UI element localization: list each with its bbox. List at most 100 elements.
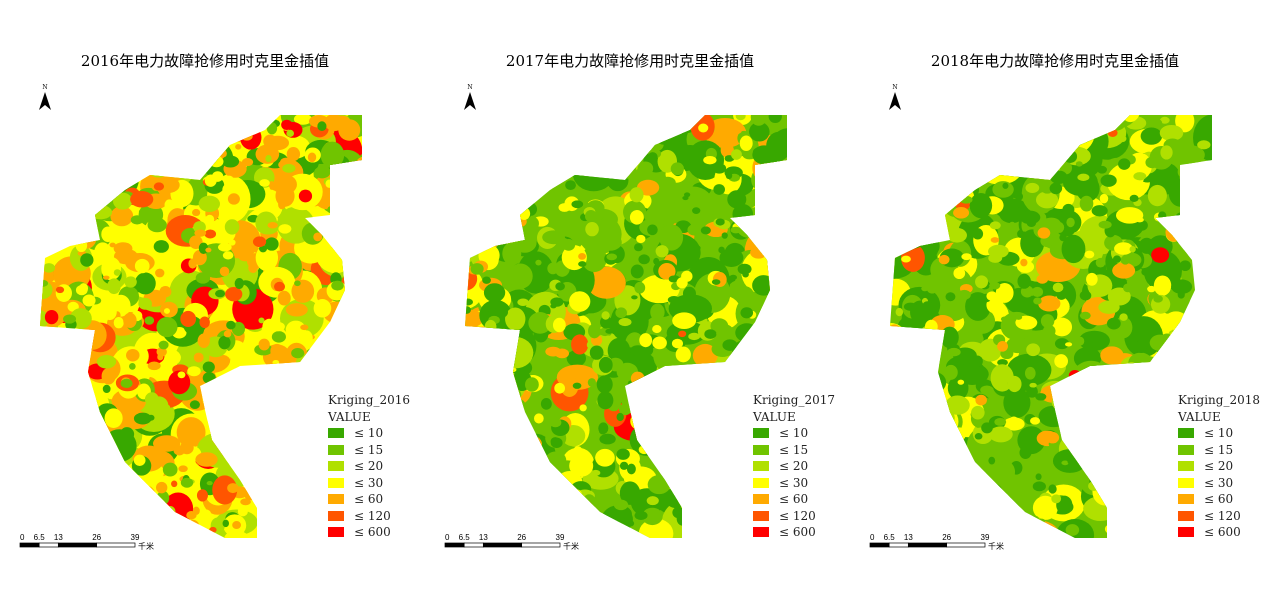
- interpolated-zone: [591, 469, 601, 476]
- interpolated-zone: [1191, 217, 1212, 242]
- interpolated-zone: [1168, 335, 1179, 344]
- interpolated-zone: [1153, 486, 1177, 514]
- interpolated-zone: [1119, 512, 1138, 534]
- interpolated-zone: [661, 397, 668, 403]
- interpolated-zone: [69, 431, 105, 471]
- interpolated-zone: [225, 286, 243, 302]
- interpolated-zone: [66, 209, 102, 235]
- interpolated-zone: [205, 395, 220, 407]
- interpolated-zone: [48, 496, 86, 526]
- interpolated-zone: [780, 335, 787, 348]
- interpolated-zone: [55, 286, 65, 294]
- interpolated-zone: [40, 206, 42, 219]
- interpolated-zone: [1091, 339, 1103, 350]
- interpolated-zone: [642, 134, 658, 150]
- interpolated-zone: [40, 342, 69, 361]
- interpolated-zone: [195, 272, 211, 284]
- interpolated-zone: [1011, 487, 1022, 498]
- interpolated-zone: [1120, 115, 1140, 123]
- interpolated-zone: [736, 481, 753, 502]
- interpolated-zone: [1042, 324, 1056, 338]
- interpolated-zone: [107, 278, 121, 295]
- interpolated-zone: [465, 309, 484, 328]
- interpolated-zone: [750, 246, 767, 259]
- interpolated-zone: [667, 296, 681, 304]
- interpolated-zone: [1192, 379, 1199, 386]
- interpolated-zone: [972, 484, 981, 495]
- interpolated-zone: [1136, 381, 1151, 392]
- interpolated-zone: [509, 433, 543, 455]
- interpolated-zone: [498, 337, 534, 369]
- interpolated-zone: [1079, 290, 1092, 301]
- interpolated-zone: [676, 472, 702, 503]
- interpolated-zone: [658, 263, 676, 280]
- interpolated-zone: [57, 176, 66, 186]
- scale-segment: [521, 542, 561, 548]
- interpolated-zone: [937, 516, 951, 527]
- interpolated-zone: [1029, 382, 1037, 388]
- interpolated-zone: [975, 394, 987, 406]
- interpolated-zone: [306, 387, 328, 404]
- interpolated-zone: [229, 453, 247, 470]
- legend-swatch: [328, 527, 344, 538]
- interpolated-zone: [1099, 193, 1109, 204]
- interpolated-zone: [275, 522, 285, 532]
- interpolated-zone: [1038, 295, 1061, 312]
- interpolated-zone: [202, 385, 227, 411]
- scale-tick-label: 0: [870, 533, 875, 542]
- interpolated-zone: [1000, 316, 1010, 322]
- interpolated-zone: [95, 491, 132, 534]
- interpolated-zone: [147, 361, 161, 371]
- legend-label: ≤ 600: [354, 525, 391, 539]
- interpolated-zone: [579, 131, 618, 172]
- interpolated-zone: [465, 467, 479, 482]
- interpolated-zone: [737, 263, 752, 275]
- interpolated-zone: [51, 407, 93, 446]
- interpolated-zone: [554, 382, 565, 394]
- interpolated-zone: [60, 215, 74, 226]
- interpolated-zone: [155, 268, 165, 278]
- interpolated-zone: [988, 244, 1009, 259]
- interpolated-zone: [280, 406, 294, 422]
- interpolated-zone: [579, 404, 587, 412]
- interpolated-zone: [982, 482, 1003, 504]
- interpolated-zone: [684, 411, 697, 424]
- interpolated-zone: [1160, 145, 1173, 160]
- interpolated-zone: [82, 294, 96, 307]
- interpolated-zone: [1153, 426, 1170, 443]
- interpolated-zone: [1175, 211, 1190, 222]
- interpolated-zone: [890, 192, 897, 204]
- interpolated-zone: [971, 405, 985, 420]
- interpolated-zone: [62, 488, 72, 498]
- interpolated-zone: [725, 509, 735, 517]
- interpolated-zone: [294, 488, 305, 495]
- interpolated-zone: [193, 352, 204, 363]
- interpolated-zone: [309, 521, 329, 538]
- interpolated-zone: [494, 125, 507, 133]
- interpolated-zone: [1142, 509, 1180, 538]
- interpolated-zone: [465, 306, 471, 314]
- interpolated-zone: [587, 378, 596, 387]
- interpolated-zone: [1102, 410, 1117, 421]
- interpolated-zone: [890, 462, 905, 491]
- interpolated-zone: [939, 498, 964, 524]
- interpolated-zone: [505, 307, 526, 331]
- interpolated-zone: [264, 237, 279, 251]
- interpolated-zone: [676, 277, 688, 289]
- interpolated-zone: [465, 325, 482, 361]
- interpolated-zone: [1033, 297, 1042, 305]
- interpolated-zone: [578, 252, 587, 260]
- interpolated-zone: [265, 386, 280, 403]
- interpolated-zone: [1051, 317, 1073, 337]
- interpolated-zone: [184, 519, 199, 531]
- interpolated-zone: [473, 215, 493, 229]
- interpolated-zone: [585, 222, 599, 237]
- interpolated-zone: [1143, 499, 1167, 522]
- legend-item: ≤ 120: [753, 508, 835, 525]
- interpolated-zone: [558, 147, 595, 178]
- interpolated-zone: [1020, 258, 1028, 267]
- legend-label: ≤ 30: [354, 475, 384, 490]
- interpolated-zone: [282, 163, 296, 173]
- interpolated-zone: [675, 476, 687, 488]
